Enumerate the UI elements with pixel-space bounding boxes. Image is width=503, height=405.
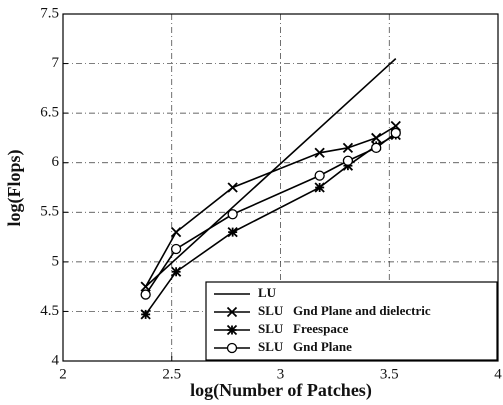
x-tick-label: 2 bbox=[59, 366, 67, 382]
marker bbox=[226, 342, 238, 354]
y-tick-label: 7.5 bbox=[40, 5, 59, 21]
marker-circle bbox=[170, 243, 182, 255]
x-tick-label: 2.5 bbox=[162, 366, 181, 382]
y-tick-label: 6 bbox=[52, 154, 60, 170]
marker-stroke bbox=[170, 226, 182, 238]
marker-circle bbox=[226, 342, 238, 354]
marker bbox=[227, 209, 238, 220]
marker bbox=[342, 155, 354, 166]
x-tick-label: 3 bbox=[277, 366, 285, 382]
plot-frame bbox=[62, 13, 499, 362]
marker-stroke bbox=[342, 142, 354, 153]
marker bbox=[371, 142, 382, 153]
marker-stroke bbox=[314, 147, 325, 158]
marker bbox=[227, 182, 238, 193]
marker bbox=[314, 170, 325, 181]
marker bbox=[140, 309, 151, 320]
y-tick-label: 6.5 bbox=[40, 105, 59, 121]
marker bbox=[170, 243, 182, 255]
marker-stroke bbox=[140, 281, 151, 292]
x-axis-label: log(Number of Patches) bbox=[190, 380, 372, 401]
marker-circle bbox=[314, 170, 325, 181]
series-line bbox=[144, 132, 397, 296]
marker bbox=[314, 147, 325, 158]
legend-box bbox=[205, 281, 498, 361]
marker-circle bbox=[390, 127, 401, 139]
y-tick-label: 5 bbox=[52, 253, 60, 269]
series-line bbox=[144, 125, 397, 288]
marker bbox=[371, 132, 382, 144]
y-tick-label: 5.5 bbox=[40, 204, 59, 220]
legend-label: SLU Freespace bbox=[258, 321, 349, 336]
marker bbox=[314, 182, 325, 193]
marker-circle bbox=[342, 155, 354, 166]
marker-circle bbox=[227, 209, 238, 220]
legend-label: SLU Gnd Plane and dielectric bbox=[258, 303, 431, 318]
marker bbox=[390, 127, 401, 139]
marker bbox=[342, 142, 354, 153]
marker-stroke bbox=[226, 306, 238, 318]
x-tick-label: 3.5 bbox=[380, 366, 399, 382]
marker bbox=[170, 226, 182, 238]
legend-label: SLU Gnd Plane bbox=[258, 339, 352, 354]
marker-stroke bbox=[227, 182, 238, 193]
marker bbox=[140, 289, 151, 300]
marker-circle bbox=[371, 142, 382, 153]
marker bbox=[170, 266, 182, 277]
y-axis-label: log(Flops) bbox=[4, 149, 25, 226]
x-tick-label: 4 bbox=[494, 366, 502, 382]
marker bbox=[226, 324, 238, 336]
marker-circle bbox=[140, 289, 151, 300]
y-tick-label: 4 bbox=[52, 352, 60, 368]
y-tick-label: 4.5 bbox=[40, 303, 59, 319]
marker bbox=[227, 226, 238, 238]
y-tick-label: 7 bbox=[52, 55, 60, 71]
marker bbox=[226, 306, 238, 318]
marker-stroke bbox=[371, 132, 382, 144]
legend-label: LU bbox=[258, 285, 277, 300]
